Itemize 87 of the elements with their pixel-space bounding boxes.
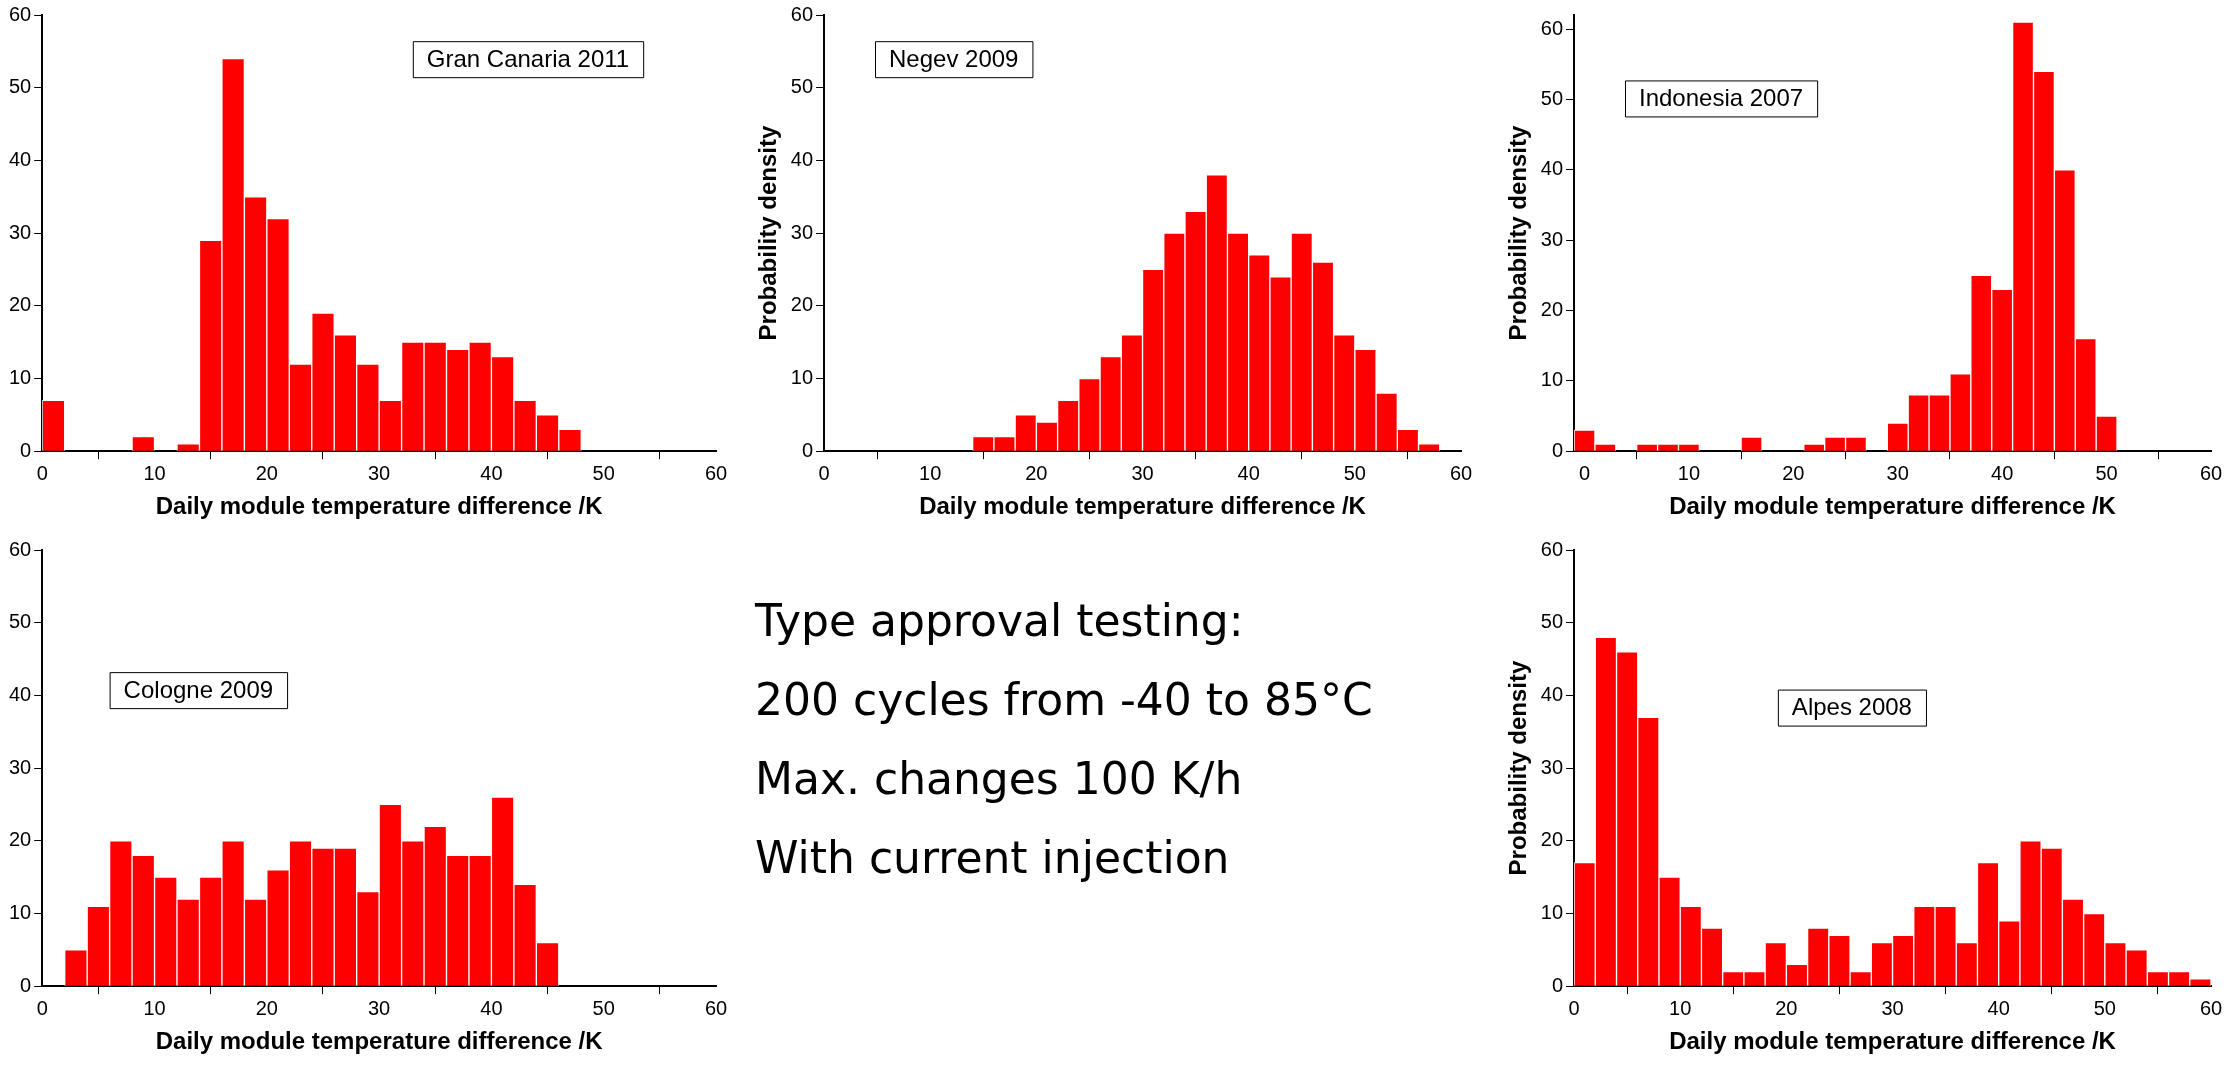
text: Type approval testing: (755, 595, 1245, 646)
text: Gran Canaria 2011 (426, 44, 630, 72)
x-tick-label: 20 (1775, 996, 1798, 1019)
x-tick-label: 60 (704, 461, 728, 484)
y-tick-label: 10 (1540, 368, 1564, 391)
x-tick-label: 60 (1449, 461, 1473, 484)
x-tick-label: 0 (818, 461, 830, 484)
y-tick-label: 10 (9, 366, 32, 389)
x-tick-label: 0 (36, 996, 48, 1019)
y-axis-title: Probability density (754, 125, 782, 341)
text: Negev 2009 (889, 44, 1019, 72)
x-tick-label: 30 (1886, 461, 1909, 484)
x-tick-label: 40 (480, 996, 503, 1019)
x-tick-label: 60 (2199, 461, 2223, 484)
x-tick-label: 10 (919, 461, 942, 484)
x-tick-label: 60 (704, 996, 728, 1019)
y-tick-label: 50 (9, 610, 32, 633)
y-tick-label: 30 (9, 755, 32, 778)
x-tick-label: 10 (1669, 996, 1692, 1019)
x-axis-title: Daily module temperature difference /K (155, 492, 604, 520)
y-tick-label: 30 (1540, 755, 1564, 778)
x-tick-label: 40 (1991, 461, 2014, 484)
y-tick-label: 50 (790, 75, 814, 98)
y-tick-label: 20 (790, 293, 814, 316)
text: Alpes 2008 (1791, 693, 1912, 721)
y-tick-label: 60 (1540, 537, 1564, 560)
x-tick-label: 0 (36, 461, 48, 484)
y-tick-label: 60 (9, 2, 32, 25)
y-tick-label: 40 (1540, 157, 1564, 180)
y-tick-label: 40 (790, 147, 814, 170)
text: Max. changes 100 K/h (755, 753, 1244, 804)
x-axis-title: Daily module temperature difference /K (1669, 1027, 2117, 1055)
y-tick-label: 30 (790, 220, 814, 243)
x-tick-label: 20 (255, 996, 278, 1019)
x-tick-label: 40 (480, 461, 503, 484)
y-tick-label: 50 (1540, 86, 1564, 109)
x-tick-label: 20 (1025, 461, 1048, 484)
y-tick-label: 40 (1540, 682, 1564, 705)
text: Indonesia 2007 (1639, 84, 1804, 112)
x-tick-label: 30 (1131, 461, 1154, 484)
y-tick-label: 0 (1551, 973, 1564, 996)
y-tick-label: 20 (1540, 298, 1564, 321)
x-axis-title: Daily module temperature difference /K (155, 1027, 604, 1055)
y-tick-label: 60 (9, 537, 32, 560)
x-tick-label: 20 (255, 461, 278, 484)
y-tick-label: 50 (9, 75, 32, 98)
y-tick-label: 0 (1551, 438, 1564, 461)
y-tick-label: 50 (1540, 610, 1564, 633)
y-tick-label: 10 (1540, 901, 1564, 924)
x-tick-label: 10 (143, 996, 166, 1019)
y-tick-label: 20 (9, 828, 32, 851)
x-tick-label: 50 (592, 461, 615, 484)
x-tick-label: 30 (1881, 996, 1904, 1019)
text: 200 cycles from -40 to 85°C (755, 674, 1373, 725)
y-tick-label: 0 (20, 438, 32, 461)
y-tick-label: 60 (790, 2, 814, 25)
y-tick-label: 0 (20, 973, 32, 996)
x-axis-title: Daily module temperature difference /K (1669, 492, 2117, 520)
x-tick-label: 40 (1237, 461, 1260, 484)
x-tick-label: 40 (1987, 996, 2010, 1019)
x-tick-label: 30 (368, 996, 391, 1019)
x-tick-label: 0 (1568, 996, 1580, 1019)
y-tick-label: 10 (9, 901, 32, 924)
y-tick-label: 20 (1540, 828, 1564, 851)
x-tick-label: 50 (2093, 996, 2116, 1019)
y-tick-label: 0 (801, 438, 814, 461)
x-tick-label: 0 (1578, 461, 1591, 484)
x-tick-label: 60 (2199, 996, 2223, 1019)
x-tick-label: 20 (1782, 461, 1805, 484)
y-tick-label: 60 (1540, 16, 1564, 39)
y-tick-label: 20 (9, 293, 32, 316)
x-tick-label: 50 (592, 996, 615, 1019)
y-tick-label: 30 (9, 220, 32, 243)
x-tick-label: 50 (1343, 461, 1366, 484)
x-tick-label: 10 (143, 461, 166, 484)
x-axis-title: Daily module temperature difference /K (919, 492, 1367, 520)
y-axis-title: Probability density (1504, 660, 1532, 876)
y-axis-title: Probability density (1504, 125, 1532, 341)
y-tick-label: 40 (9, 147, 32, 170)
text: With current injection (755, 832, 1231, 883)
y-tick-label: 30 (1540, 227, 1564, 250)
text: Cologne 2009 (123, 675, 274, 703)
y-tick-label: 40 (9, 682, 32, 705)
x-tick-label: 30 (368, 461, 391, 484)
x-tick-label: 50 (2095, 461, 2118, 484)
x-tick-label: 10 (1677, 461, 1701, 484)
y-tick-label: 10 (790, 366, 814, 389)
